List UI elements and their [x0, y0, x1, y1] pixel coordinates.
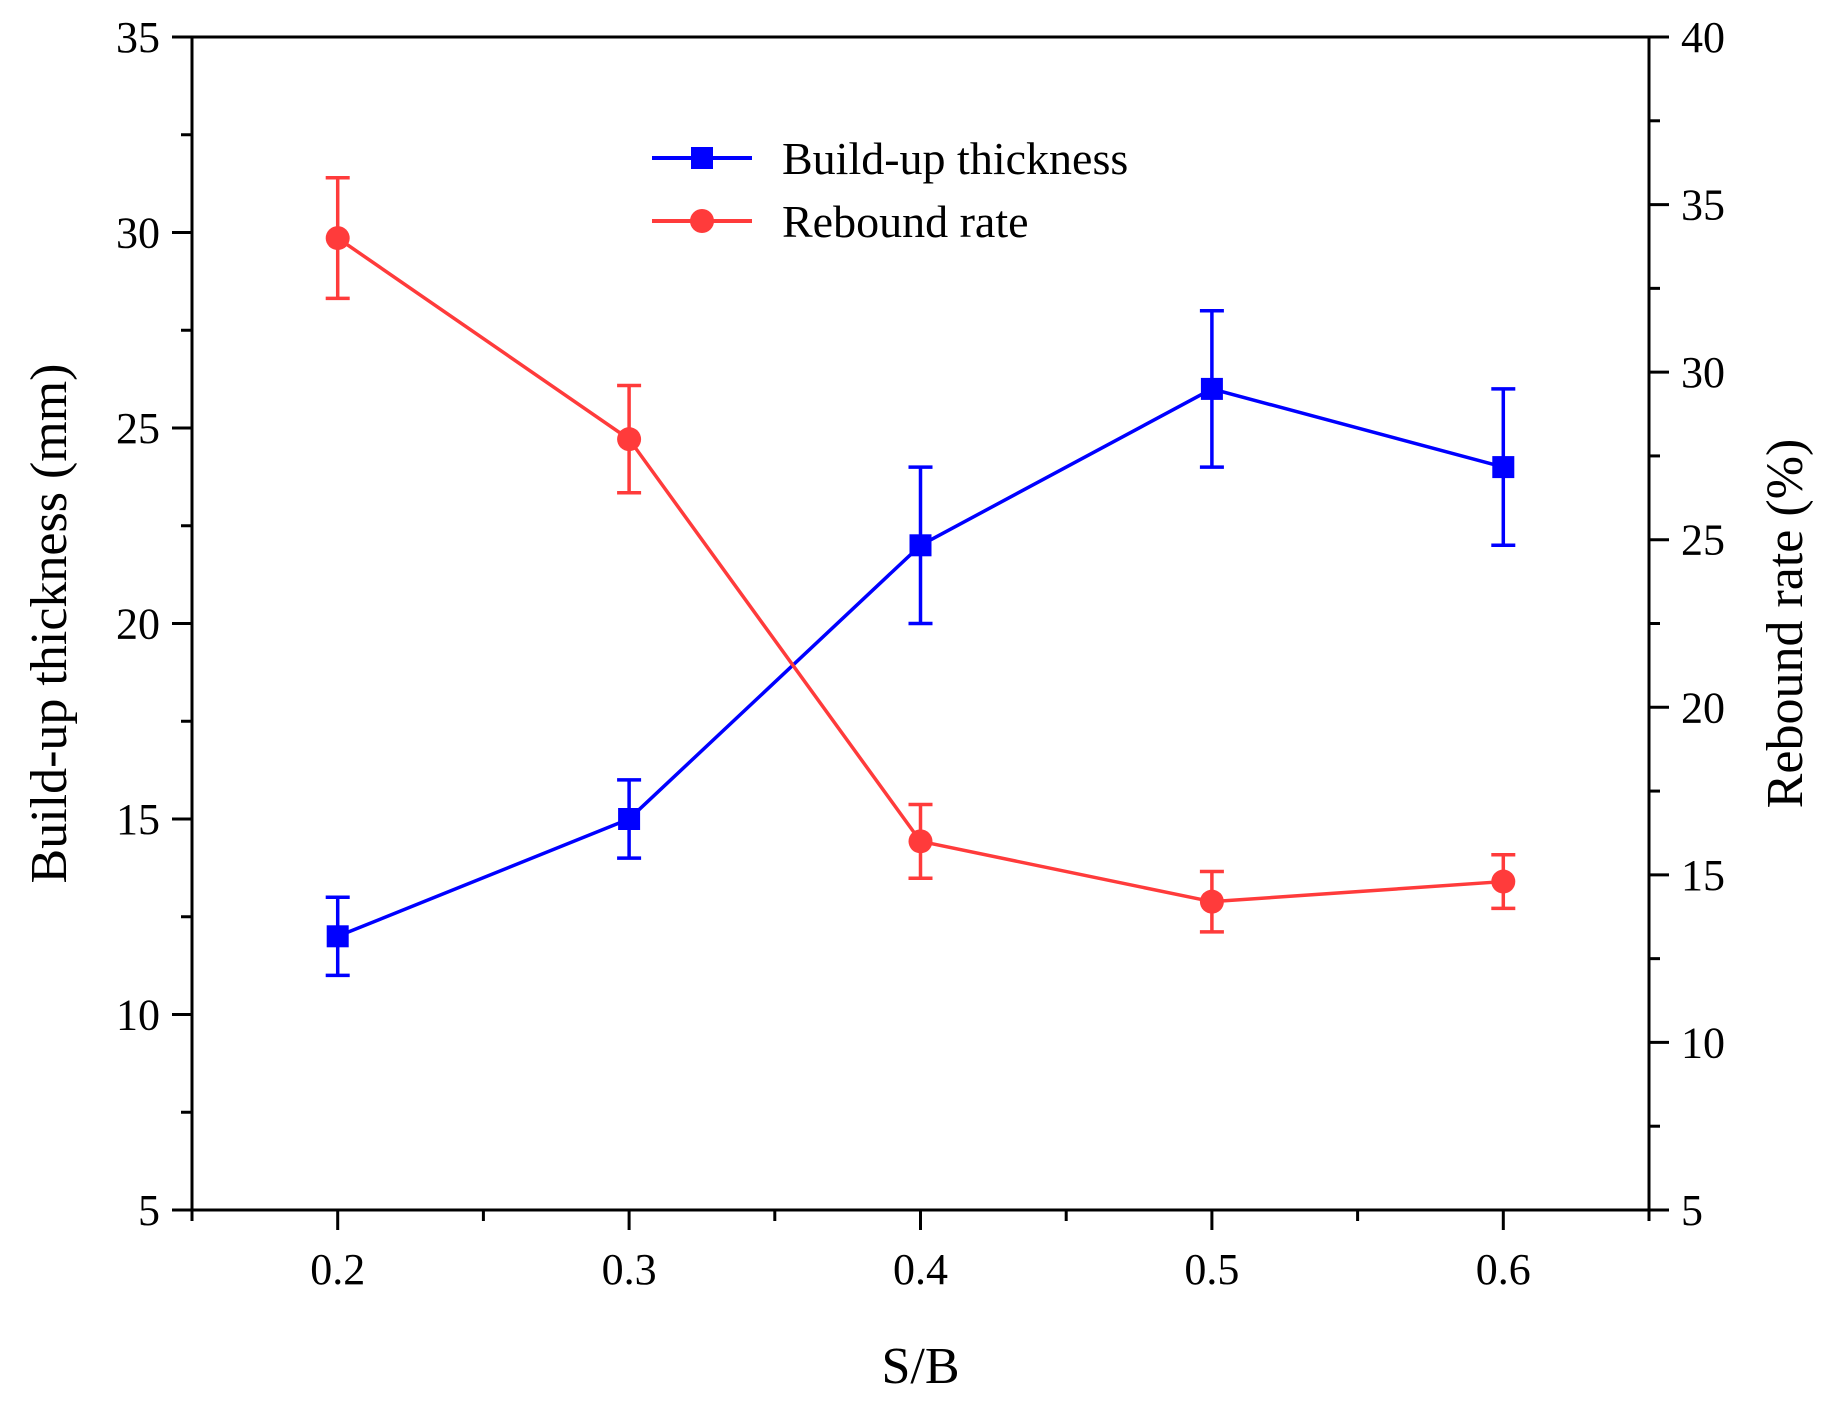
data-point-circle: [1199, 889, 1224, 914]
plot-frame: [190, 35, 1651, 1212]
y-right-tick-label: 15: [1681, 851, 1725, 900]
y-left-tick-label: 30: [116, 209, 160, 258]
x-tick-label: 0.5: [1184, 1245, 1239, 1294]
series-build-up-thickness: [325, 308, 1516, 978]
x-tick-label: 0.2: [310, 1245, 365, 1294]
y-right-tick-label: 25: [1681, 516, 1725, 565]
series-layer: [325, 176, 1516, 978]
y-right-tick-label: 30: [1681, 348, 1725, 397]
y-right-tick-label: 35: [1681, 181, 1725, 230]
legend-entry-rebound-rate: Rebound rate: [652, 196, 1029, 247]
legend-marker-build-up-thickness: [691, 147, 713, 169]
x-tick-label: 0.6: [1476, 1245, 1531, 1294]
y-right-tick-label: 5: [1681, 1186, 1703, 1235]
data-point-square: [909, 534, 932, 557]
x-tick-label: 0.3: [602, 1245, 657, 1294]
legend: Build-up thickness Rebound rate: [652, 133, 1128, 247]
y-left-tick-label: 10: [116, 991, 160, 1040]
data-point-circle: [617, 427, 642, 452]
tick-marks: [172, 35, 1669, 1230]
tick-labels: 0.2 0.3 0.4 0.5 0.6 5 10 15 20 25 30 35 5 10 15 20 25 30 3…: [116, 13, 1725, 1294]
y-left-tick-label: 5: [138, 1186, 160, 1235]
legend-entry-build-up-thickness: Build-up thickness: [652, 133, 1128, 184]
data-point-square: [326, 925, 349, 948]
y-axis-right-title: Rebound rate (%): [1757, 439, 1814, 809]
x-axis-title: S/B: [881, 1338, 959, 1395]
x-tick-label: 0.4: [893, 1245, 948, 1294]
legend-marker-rebound-rate: [690, 209, 714, 233]
y-left-tick-label: 35: [116, 13, 160, 62]
y-right-tick-label: 40: [1681, 13, 1725, 62]
legend-label-build-up-thickness: Build-up thickness: [782, 133, 1128, 184]
series-rebound-rate: [325, 176, 1516, 934]
legend-label-rebound-rate: Rebound rate: [782, 196, 1029, 247]
y-right-tick-label: 10: [1681, 1018, 1725, 1067]
y-left-tick-label: 20: [116, 600, 160, 649]
data-point-circle: [325, 226, 350, 251]
data-point-square: [1492, 456, 1515, 479]
y-left-tick-label: 15: [116, 795, 160, 844]
data-point-square: [1200, 377, 1223, 400]
data-point-square: [618, 808, 641, 830]
y-right-tick-label: 20: [1681, 683, 1725, 732]
data-point-circle: [1491, 869, 1516, 894]
y-axis-left-title: Build-up thickness (mm): [21, 364, 78, 884]
data-point-circle: [908, 829, 933, 854]
y-left-tick-label: 25: [116, 404, 160, 453]
